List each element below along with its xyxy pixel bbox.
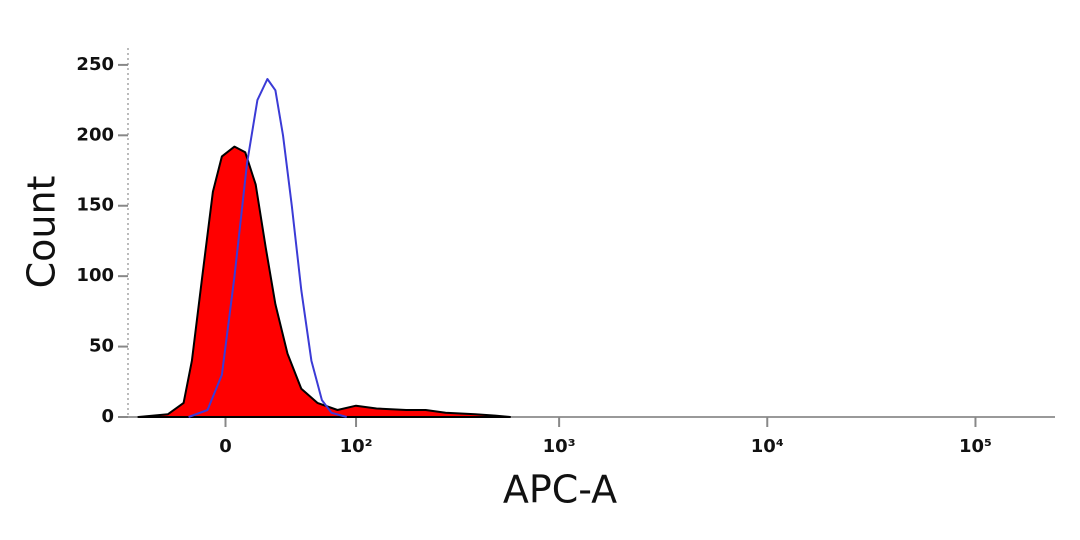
x-tick-label: 10⁴ (751, 436, 784, 457)
x-tick-label: 10² (340, 436, 373, 457)
y-tick-label: 250 (76, 54, 114, 75)
y-axis-title: Count (20, 176, 64, 289)
histogram-area (137, 145, 511, 418)
x-axis-title: APC-A (503, 468, 617, 512)
histogram-line (188, 78, 347, 418)
y-tick-label: 150 (76, 195, 114, 216)
y-tick-label: 0 (101, 406, 114, 427)
x-tick-label: 10³ (543, 436, 576, 457)
y-tick-label: 200 (76, 124, 114, 145)
x-tick-label: 0 (219, 436, 232, 457)
x-tick-label: 10⁵ (959, 436, 992, 457)
y-tick-label: 50 (89, 336, 114, 357)
y-tick-label: 100 (76, 265, 114, 286)
